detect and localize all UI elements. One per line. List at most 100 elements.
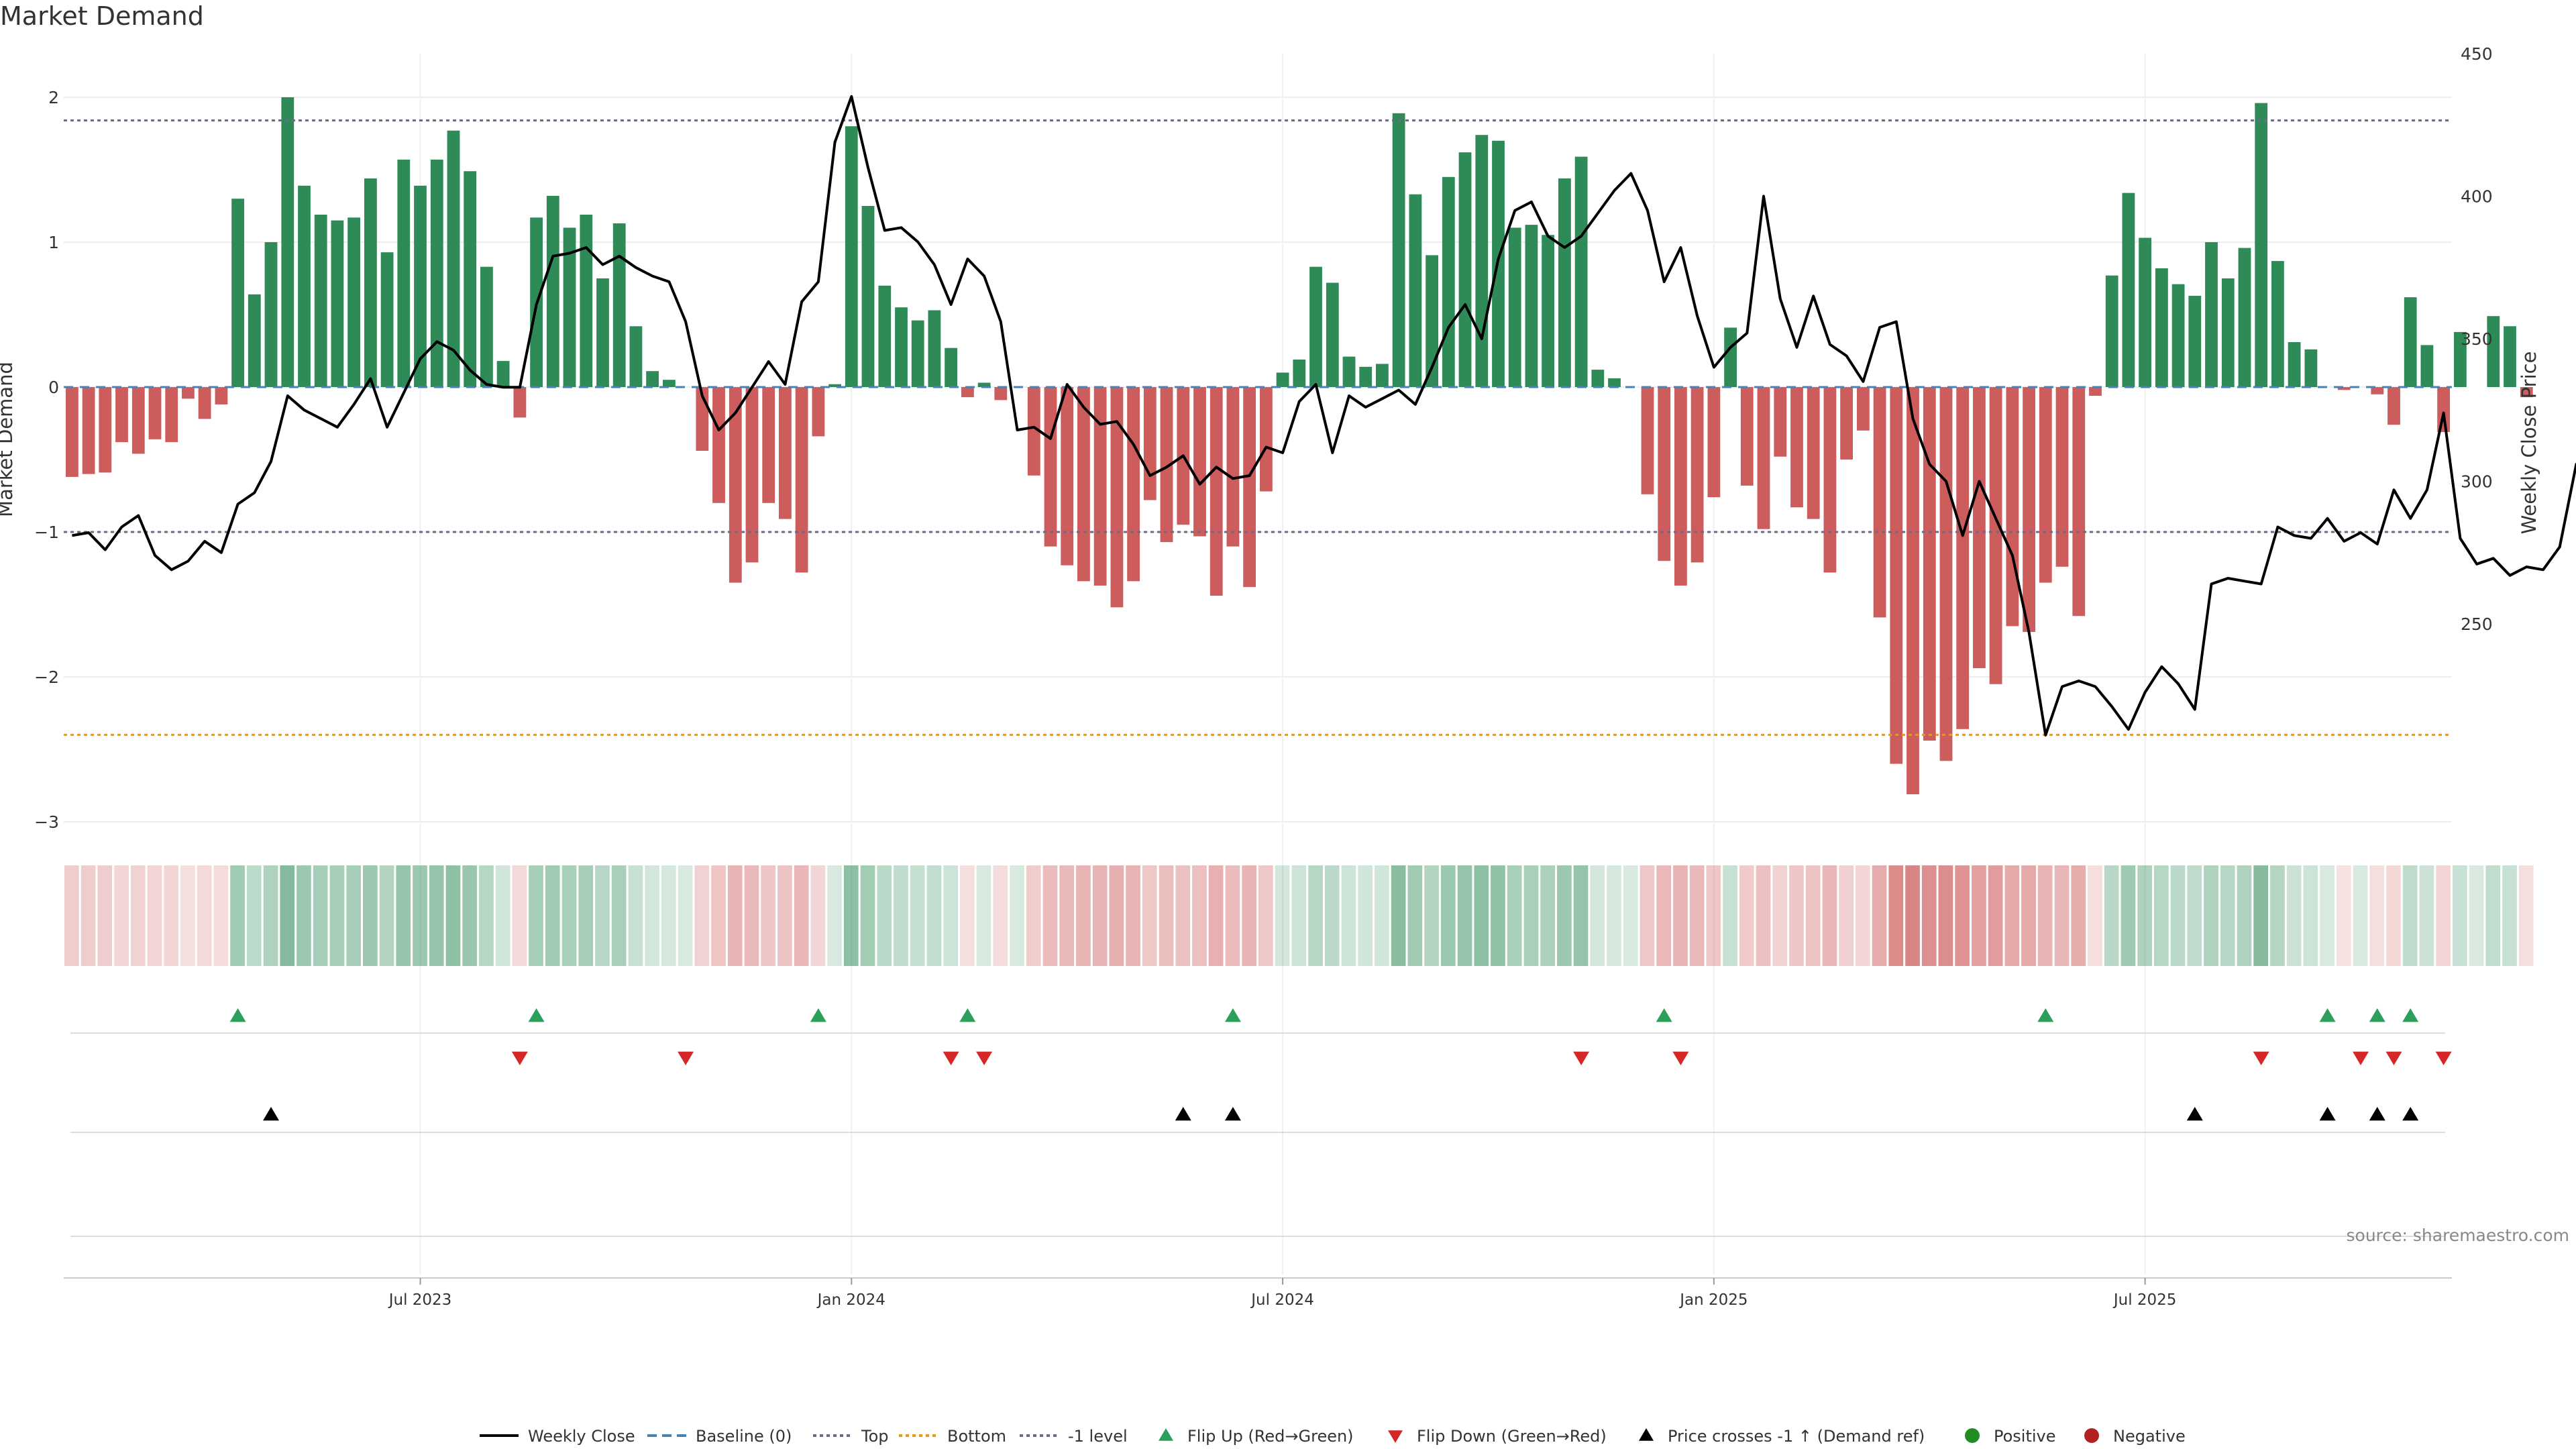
demand-bar-week-77 xyxy=(1342,356,1356,387)
demand-bar-week-144 xyxy=(2454,331,2467,387)
demand-bar-week-107 xyxy=(1840,387,1853,460)
heat-cell-week-13 xyxy=(280,865,295,966)
demand-bar-week-82 xyxy=(1426,255,1438,387)
heat-cell-week-47 xyxy=(843,865,859,966)
demand-bar-week-143 xyxy=(2437,387,2450,432)
heat-cell-week-55 xyxy=(976,865,991,966)
demand-bar-week-60 xyxy=(1061,387,1074,566)
flip-up-marker-week-45 xyxy=(810,1008,826,1022)
heat-cell-week-90 xyxy=(1557,865,1572,966)
heat-cell-week-49 xyxy=(877,865,892,966)
heat-cell-week-15 xyxy=(313,865,328,966)
heat-cell-week-3 xyxy=(114,865,129,966)
heat-cell-week-10 xyxy=(230,865,245,966)
demand-bar-week-15 xyxy=(314,215,327,387)
demand-bar-week-124 xyxy=(2122,193,2135,387)
demand-bar-week-56 xyxy=(994,387,1008,400)
heat-cell-week-119 xyxy=(2037,865,2053,966)
heat-cell-week-36 xyxy=(661,865,676,966)
legend-label-1: Baseline (0) xyxy=(696,1427,792,1446)
demand-bar-week-61 xyxy=(1077,387,1090,582)
heat-cell-week-125 xyxy=(2137,865,2152,966)
heat-cell-week-39 xyxy=(711,865,726,966)
heat-cell-week-57 xyxy=(1010,865,1024,966)
demand-bar-week-4 xyxy=(131,387,145,454)
heat-cell-week-144 xyxy=(2453,865,2467,966)
demand-bar-week-114 xyxy=(1956,387,1970,729)
heat-cell-week-134 xyxy=(2286,865,2302,966)
price-cross-marker-week-136 xyxy=(2319,1107,2336,1121)
heat-cell-week-28 xyxy=(529,865,543,966)
heat-cell-week-51 xyxy=(910,865,925,966)
demand-bar-week-89 xyxy=(1542,235,1554,387)
demand-bar-week-83 xyxy=(1442,176,1455,387)
heat-cell-week-97 xyxy=(1673,865,1688,966)
demand-bar-week-79 xyxy=(1376,364,1389,387)
heat-cell-week-48 xyxy=(860,865,875,966)
demand-heat-strip xyxy=(64,865,2534,966)
heat-cell-week-91 xyxy=(1573,865,1589,966)
demand-bar-week-135 xyxy=(2304,349,2318,387)
demand-bar-week-2 xyxy=(99,387,112,473)
demand-bar-week-88 xyxy=(1525,225,1538,387)
heat-cell-week-136 xyxy=(2320,865,2334,966)
demand-bar-week-34 xyxy=(629,326,643,387)
demand-bar-week-87 xyxy=(1508,227,1521,387)
y-right-tick-label: 300 xyxy=(2461,472,2493,492)
heat-cell-week-122 xyxy=(2088,865,2102,966)
demand-bar-week-123 xyxy=(2105,275,2118,387)
heat-cell-week-123 xyxy=(2104,865,2119,966)
demand-bar-week-85 xyxy=(1475,135,1489,387)
x-tick-label: Jan 2025 xyxy=(1678,1291,1748,1309)
demand-bar-week-147 xyxy=(2504,326,2516,387)
heat-cell-week-103 xyxy=(1772,865,1788,966)
demand-bar-week-103 xyxy=(1774,387,1787,457)
heat-cell-week-4 xyxy=(130,865,146,966)
heat-cell-week-143 xyxy=(2436,865,2451,966)
demand-bar-week-104 xyxy=(1790,387,1803,508)
legend-label-2: Top xyxy=(861,1427,889,1446)
heat-cell-week-115 xyxy=(1972,865,1986,966)
demand-bar-week-102 xyxy=(1757,387,1770,529)
demand-bar-week-131 xyxy=(2238,248,2251,387)
y-right-tick-label: 400 xyxy=(2461,187,2493,207)
heat-cell-week-0 xyxy=(64,865,79,966)
demand-bar-week-24 xyxy=(464,171,477,387)
heat-cell-week-89 xyxy=(1540,865,1555,966)
demand-bar-week-32 xyxy=(596,278,609,387)
price-cross-marker-week-67 xyxy=(1175,1107,1191,1121)
demand-bar-week-72 xyxy=(1260,387,1273,492)
demand-bar-week-112 xyxy=(1923,387,1936,741)
demand-bar-week-75 xyxy=(1309,266,1322,387)
demand-bar-week-101 xyxy=(1740,387,1754,486)
heat-cell-week-74 xyxy=(1291,865,1307,966)
demand-bar-week-108 xyxy=(1857,387,1870,431)
heat-cell-week-129 xyxy=(2204,865,2218,966)
heat-cell-week-113 xyxy=(1938,865,1953,966)
heat-cell-week-142 xyxy=(2419,865,2434,966)
y-left-tick-label: 1 xyxy=(48,233,59,252)
demand-bar-week-109 xyxy=(1873,387,1886,618)
heat-cell-week-75 xyxy=(1308,865,1323,966)
demand-bar-week-120 xyxy=(2055,387,2069,567)
demand-bar-week-126 xyxy=(2155,268,2168,387)
demand-bar-week-96 xyxy=(1658,387,1671,561)
demand-bar-week-69 xyxy=(1210,387,1223,596)
heat-cell-week-105 xyxy=(1805,865,1821,966)
demand-bar-week-14 xyxy=(298,185,311,387)
demand-bar-week-63 xyxy=(1110,387,1124,608)
demand-bar-week-26 xyxy=(496,361,510,387)
demand-bar-week-70 xyxy=(1226,387,1240,547)
flip-up-marker-week-141 xyxy=(2402,1008,2419,1022)
demand-bar-week-115 xyxy=(1973,387,1986,668)
demand-bar-week-21 xyxy=(414,185,427,387)
legend-label-0: Weekly Close xyxy=(528,1427,635,1446)
demand-bar-week-29 xyxy=(546,195,559,387)
heat-cell-week-132 xyxy=(2253,865,2268,966)
heat-cell-week-44 xyxy=(794,865,809,966)
heat-cell-week-70 xyxy=(1225,865,1240,966)
demand-bar-week-141 xyxy=(2404,297,2417,387)
heat-cell-week-56 xyxy=(993,865,1008,966)
y-right-tick-label: 250 xyxy=(2461,614,2493,634)
x-tick-label: Jul 2023 xyxy=(388,1291,452,1309)
